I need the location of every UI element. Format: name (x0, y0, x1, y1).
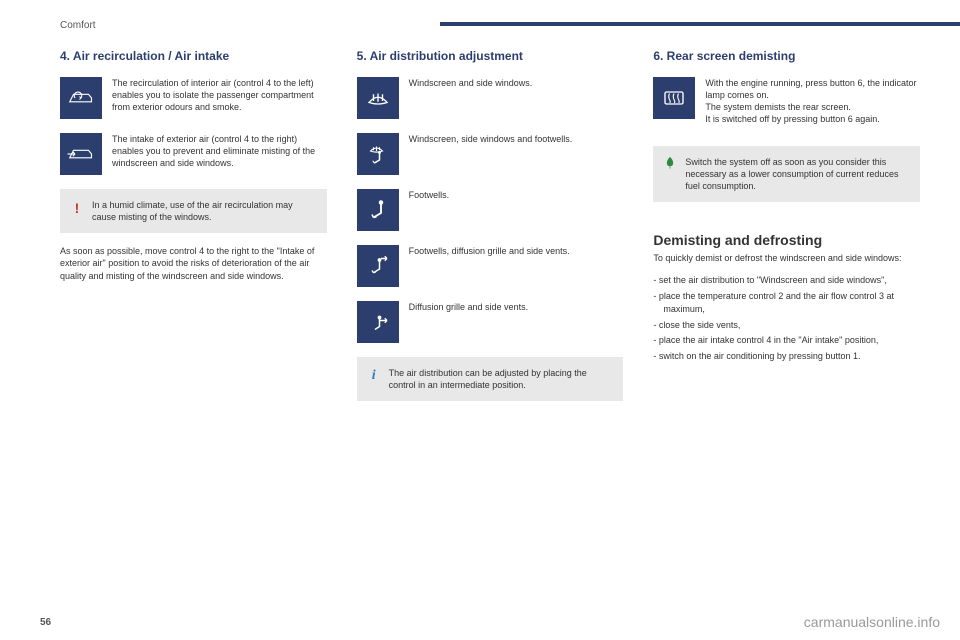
eco-icon (663, 156, 677, 192)
info-text: The air distribution can be adjusted by … (389, 367, 614, 391)
intake-icon (60, 133, 102, 175)
demist-item: switch on the air conditioning by pressi… (653, 350, 920, 364)
demist-item: place the air intake control 4 in the "A… (653, 334, 920, 348)
recirculation-icon (60, 77, 102, 119)
watermark: carmanualsonline.info (804, 614, 940, 630)
dist-row-3: Footwells. (357, 189, 624, 231)
demist-item: place the temperature control 2 and the … (653, 290, 920, 317)
dist-text-1: Windscreen and side windows. (409, 77, 624, 89)
footwell-vents-icon (357, 245, 399, 287)
vents-icon (357, 301, 399, 343)
demist-intro: To quickly demist or defrost the windscr… (653, 252, 920, 264)
info-icon: i (367, 367, 381, 391)
recirculation-text: The recirculation of interior air (contr… (112, 77, 327, 113)
col3-title: 6. Rear screen demisting (653, 49, 920, 63)
rear-demist-text: With the engine running, press button 6,… (705, 77, 920, 126)
dist-text-4: Footwells, diffusion grille and side ven… (409, 245, 624, 257)
windscreen-icon (357, 77, 399, 119)
recirculation-row: The recirculation of interior air (contr… (60, 77, 327, 119)
eco-text: Switch the system off as soon as you con… (685, 156, 910, 192)
dist-row-5: Diffusion grille and side vents. (357, 301, 624, 343)
intake-row: The intake of exterior air (control 4 to… (60, 133, 327, 175)
header-accent-bar (440, 22, 960, 26)
rear-demist-icon (653, 77, 695, 119)
dist-text-2: Windscreen, side windows and footwells. (409, 133, 624, 145)
col1-title: 4. Air recirculation / Air intake (60, 49, 327, 63)
page-number: 56 (40, 617, 51, 628)
dist-row-1: Windscreen and side windows. (357, 77, 624, 119)
warning-icon: ! (70, 199, 84, 223)
demist-list: set the air distribution to "Windscreen … (653, 274, 920, 363)
info-note: i The air distribution can be adjusted b… (357, 357, 624, 401)
dist-row-4: Footwells, diffusion grille and side ven… (357, 245, 624, 287)
intake-text: The intake of exterior air (control 4 to… (112, 133, 327, 169)
column-rear-demisting: 6. Rear screen demisting With the engine… (653, 49, 920, 413)
warning-note: ! In a humid climate, use of the air rec… (60, 189, 327, 233)
main-columns: 4. Air recirculation / Air intake The re… (60, 49, 920, 413)
dist-text-3: Footwells. (409, 189, 624, 201)
col2-title: 5. Air distribution adjustment (357, 49, 624, 63)
footwell-icon (357, 189, 399, 231)
dist-text-5: Diffusion grille and side vents. (409, 301, 624, 313)
demist-item: set the air distribution to "Windscreen … (653, 274, 920, 288)
column-air-distribution: 5. Air distribution adjustment Windscree… (357, 49, 624, 413)
rear-demist-row: With the engine running, press button 6,… (653, 77, 920, 126)
eco-note: Switch the system off as soon as you con… (653, 146, 920, 202)
column-air-recirculation: 4. Air recirculation / Air intake The re… (60, 49, 327, 413)
demist-subtitle: Demisting and defrosting (653, 232, 920, 248)
dist-row-2: Windscreen, side windows and footwells. (357, 133, 624, 175)
col1-body-text: As soon as possible, move control 4 to t… (60, 245, 327, 281)
windscreen-footwell-icon (357, 133, 399, 175)
demist-item: close the side vents, (653, 319, 920, 333)
warning-text: In a humid climate, use of the air recir… (92, 199, 317, 223)
